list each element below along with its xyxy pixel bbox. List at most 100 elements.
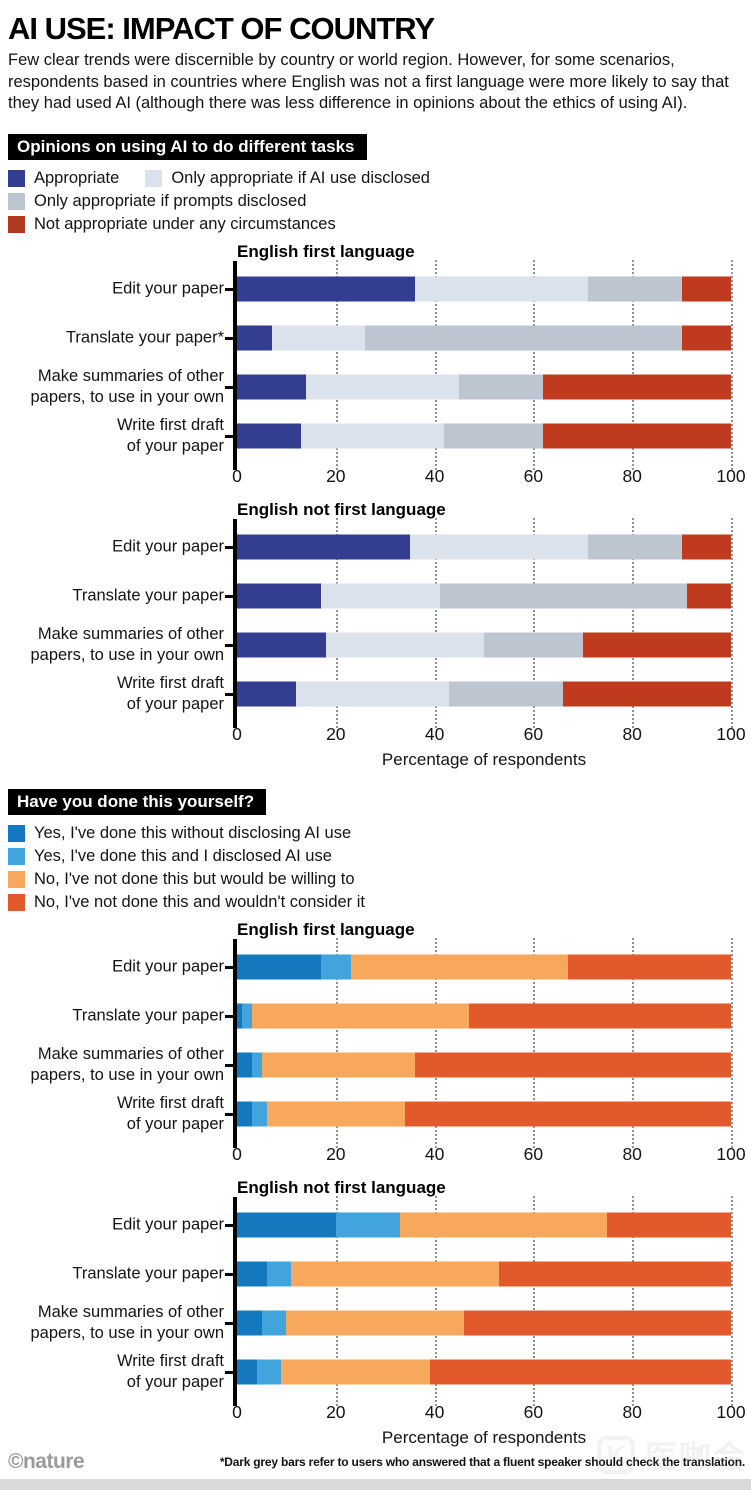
x-tick-label: 60 (523, 465, 544, 486)
bar-segment (582, 632, 731, 658)
x-tick-label: 40 (424, 723, 445, 744)
bar-segment (237, 423, 302, 449)
bar-segment (681, 325, 731, 351)
section-heading: Opinions on using AI to do different tas… (8, 133, 367, 160)
stacked-bar-chart: English first language Edit your paper Tra… (0, 242, 751, 492)
legend-swatch-icon (8, 870, 25, 888)
stacked-bar (237, 1310, 731, 1336)
row-label: Translate your paper (72, 1006, 224, 1025)
gridline (533, 937, 536, 1148)
gridline (335, 259, 338, 470)
y-tick-mark (225, 1371, 234, 1374)
bar-segment (350, 954, 568, 980)
legend-item: Yes, I've done this and I disclosed AI u… (8, 847, 332, 866)
bar-segment (291, 1261, 499, 1287)
legend: Yes, I've done this without disclosing A… (8, 824, 743, 912)
bar-segment (587, 534, 682, 560)
row-label: Edit your paper (112, 957, 224, 976)
y-axis-line (233, 1196, 237, 1406)
stacked-bar (237, 632, 731, 658)
plot-area: Edit your paper Translate your paper Make … (0, 517, 751, 728)
y-tick-mark (225, 337, 234, 340)
x-tick-label: 40 (424, 465, 445, 486)
bar-segment (686, 583, 731, 609)
legend-row: No, I've not done this and wouldn't cons… (8, 893, 743, 912)
y-tick-mark (225, 1113, 234, 1116)
stacked-bar (237, 325, 731, 351)
bar-segment (237, 1212, 336, 1238)
bar-segment (237, 276, 415, 302)
nature-credit: ©nature (8, 1450, 85, 1473)
bar-segment (301, 423, 445, 449)
stacked-bar (237, 1212, 731, 1238)
legend-swatch-icon (145, 169, 163, 187)
legend-label: No, I've not done this but would be will… (34, 869, 355, 888)
row-label: Translate your paper* (65, 328, 224, 347)
bar-segment (237, 374, 307, 400)
bar-row: Make summaries of other papers, to use i… (0, 1041, 751, 1090)
bar-row: Write first draft of your paper (0, 412, 751, 461)
gridlines (237, 1195, 733, 1406)
bar-segment (325, 632, 484, 658)
x-axis-label: Percentage of respondents (381, 749, 587, 769)
bar-segment (251, 1052, 262, 1078)
y-axis-line (233, 518, 237, 728)
gridline (632, 937, 635, 1148)
gridline (533, 1195, 536, 1406)
chart-title: English not first language (237, 1177, 446, 1197)
x-tick-label: 100 (716, 465, 746, 486)
bar-row: Edit your paper (0, 523, 751, 572)
bar-segment (296, 681, 450, 707)
bar-segment (237, 632, 326, 658)
bar-segment (266, 1261, 292, 1287)
bar-segment (261, 1052, 415, 1078)
x-tick-label: 40 (424, 1401, 445, 1422)
bar-row: Translate your paper (0, 572, 751, 621)
legend-item: Appropriate (8, 169, 119, 188)
bar-segment (464, 1310, 731, 1336)
bar-segment (281, 1359, 430, 1385)
bar-row: Write first draft of your paper (0, 670, 751, 719)
y-tick-mark (225, 1224, 234, 1227)
stacked-bar (237, 681, 731, 707)
bar-segment (483, 632, 583, 658)
legend-item: No, I've not done this and wouldn't cons… (8, 893, 365, 912)
legend: Appropriate Only appropriate if AI use di… (8, 169, 743, 234)
x-tick-label: 100 (716, 723, 746, 744)
gridline (731, 937, 733, 1148)
bar-segment (237, 681, 297, 707)
gridline (335, 1195, 338, 1406)
row-label: Make summaries of other papers, to use i… (30, 1303, 224, 1342)
legend-swatch-icon (8, 893, 25, 911)
stacked-bar-chart: English not first language Edit your pape… (0, 500, 751, 750)
y-tick-mark (225, 966, 234, 969)
bar-segment (256, 1359, 282, 1385)
stacked-bar (237, 1101, 731, 1127)
y-tick-mark (225, 546, 234, 549)
gridline (335, 517, 338, 728)
bar-segment (237, 1101, 252, 1127)
x-axis-label: Percentage of respondents (381, 1427, 587, 1447)
bar-segment (320, 583, 440, 609)
stacked-bar (237, 1003, 731, 1029)
gridline (731, 1195, 733, 1406)
bar-segment (237, 1261, 267, 1287)
plot-area: Edit your paper Translate your paper Make … (0, 937, 751, 1148)
bar-row: Translate your paper* (0, 314, 751, 363)
bar-segment (409, 534, 588, 560)
y-tick-mark (225, 644, 234, 647)
bar-row: Write first draft of your paper (0, 1348, 751, 1397)
bar-segment (286, 1310, 465, 1336)
x-tick-label: 100 (716, 1401, 746, 1422)
bar-segment (429, 1359, 731, 1385)
stacked-bar (237, 1359, 731, 1385)
row-label: Edit your paper (112, 1215, 224, 1234)
bar-segment (439, 583, 687, 609)
bar-segment (587, 276, 682, 302)
x-tick-label: 60 (523, 1143, 544, 1164)
row-label: Translate your paper (72, 1264, 224, 1283)
y-tick-mark (225, 1015, 234, 1018)
x-tick-label: 80 (622, 723, 642, 744)
bar-segment (543, 374, 731, 400)
legend-swatch-icon (8, 169, 25, 187)
